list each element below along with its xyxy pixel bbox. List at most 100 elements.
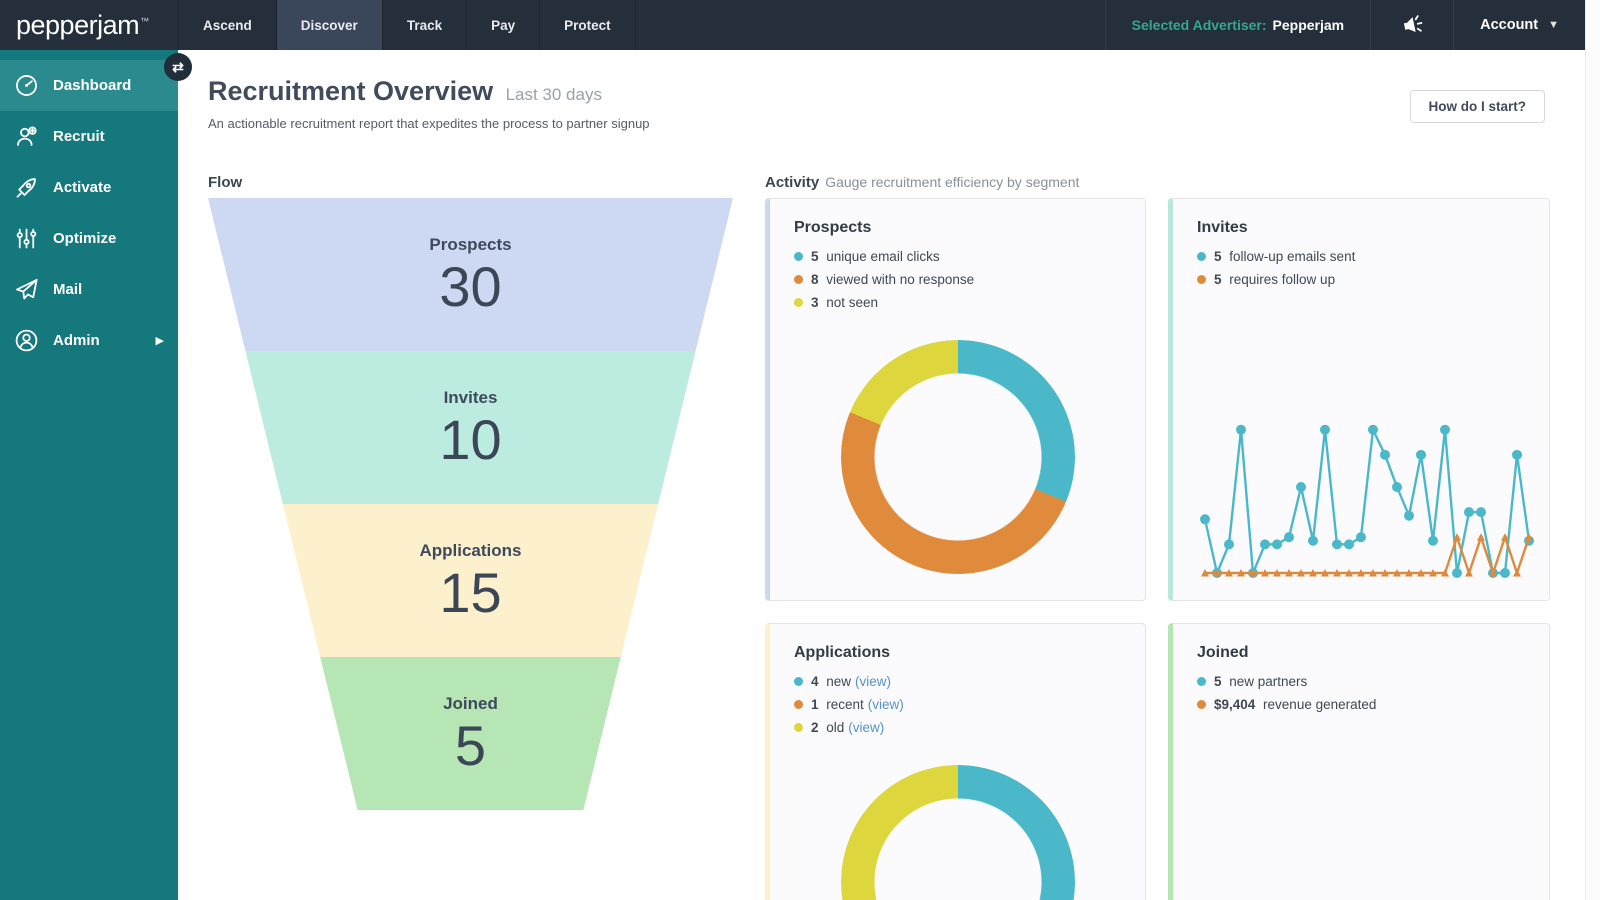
legend-dot — [794, 700, 803, 709]
nav-tab-pay[interactable]: Pay — [466, 0, 539, 50]
announcements-button[interactable] — [1370, 0, 1453, 50]
scrollbar-track[interactable] — [1585, 0, 1600, 900]
prospects-donut-chart — [840, 340, 1075, 574]
how-do-i-start-button[interactable]: How do I start? — [1409, 90, 1545, 123]
activity-card-prospects: Prospects 5 unique email clicks 8 viewed … — [765, 198, 1146, 601]
sidebar-item-activate[interactable]: Activate — [0, 162, 178, 213]
page-header: Recruitment Overview Last 30 days An act… — [208, 76, 650, 131]
funnel-segment-invites[interactable]: Invites 10 — [208, 351, 733, 504]
sidebar-nav: Dashboard Recruit Activate Optimize Mail Admi… — [0, 50, 178, 900]
legend-dot — [1197, 252, 1206, 261]
legend-text: 5 follow-up emails sent — [1214, 249, 1356, 264]
legend-dot — [794, 275, 803, 284]
funnel-segment-prospects[interactable]: Prospects 30 — [208, 198, 733, 351]
chevron-down-icon: ▼ — [1548, 19, 1559, 31]
legend-text: 5 unique email clicks — [811, 249, 940, 264]
gauge-icon — [13, 72, 53, 99]
sidebar-item-mail[interactable]: Mail — [0, 264, 178, 315]
legend-text: 5 new partners — [1214, 674, 1308, 689]
card-title: Joined — [1197, 644, 1249, 661]
primary-nav-tabs: Ascend Discover Track Pay Protect — [178, 0, 636, 50]
legend-dot — [1197, 700, 1206, 709]
sidebar-item-label: Admin — [53, 332, 100, 349]
activity-section-subtitle: Gauge recruitment efficiency by segment — [825, 174, 1080, 190]
sidebar-item-admin[interactable]: Admin ▶ — [0, 315, 178, 366]
nav-tab-discover[interactable]: Discover — [275, 0, 382, 50]
person-circle-icon — [13, 327, 53, 354]
activity-card-invites: Invites 5 follow-up emails sent 5 require… — [1168, 198, 1550, 601]
legend-text: $9,404 revenue generated — [1214, 697, 1377, 712]
brand-logo-text: pepperjam™ — [16, 9, 149, 40]
legend-text: 1 recent — [811, 697, 864, 712]
invites-line-chart — [1197, 405, 1534, 586]
legend-item: 5 unique email clicks — [794, 249, 1121, 264]
account-label: Account — [1480, 17, 1539, 33]
card-title: Prospects — [794, 219, 872, 236]
legend-item: 2 old (view) — [794, 720, 1121, 735]
legend-dot — [794, 298, 803, 307]
page-title: Recruitment Overview — [208, 76, 494, 106]
view-link[interactable]: (view) — [867, 697, 904, 712]
funnel-segment-value: 10 — [439, 407, 502, 471]
card-legend: 5 new partners $9,404 revenue generated — [1197, 674, 1525, 720]
top-navbar: pepperjam™ Ascend Discover Track Pay Protect… — [0, 0, 1600, 50]
main-content: Recruitment Overview Last 30 days An act… — [178, 50, 1600, 900]
legend-dot — [794, 252, 803, 261]
paper-plane-icon — [13, 276, 53, 303]
activity-section-label: Activity — [765, 174, 820, 191]
legend-item: 4 new (view) — [794, 674, 1121, 689]
page-period: Last 30 days — [505, 85, 602, 104]
legend-dot — [794, 723, 803, 732]
card-title: Applications — [794, 644, 891, 661]
selected-advertiser[interactable]: Selected Advertiser: Pepperjam — [1104, 0, 1370, 50]
sidebar-item-label: Optimize — [53, 230, 117, 247]
funnel-segment-label: Prospects — [429, 234, 512, 254]
legend-item: 5 new partners — [1197, 674, 1525, 689]
sidebar-item-label: Activate — [53, 179, 112, 196]
brand-logo[interactable]: pepperjam™ — [0, 0, 178, 50]
trademark-mark: ™ — [140, 15, 149, 26]
nav-tab-protect[interactable]: Protect — [539, 0, 636, 50]
funnel-segment-applications[interactable]: Applications 15 — [208, 504, 733, 657]
collapse-arrows-icon: ⇄ — [172, 58, 184, 75]
funnel-segment-value: 30 — [439, 254, 502, 318]
card-legend: 4 new (view) 1 recent (view) 2 old (view) — [794, 674, 1121, 743]
flow-funnel-chart: Prospects 30 Invites 10 Applications 15 … — [208, 198, 733, 810]
legend-text: 5 requires follow up — [1214, 272, 1336, 287]
funnel-segment-label: Joined — [443, 693, 498, 713]
activity-section-header: Activity Gauge recruitment efficiency by … — [765, 174, 1079, 191]
view-link[interactable]: (view) — [848, 720, 885, 735]
legend-text: 8 viewed with no response — [811, 272, 975, 287]
nav-tab-track[interactable]: Track — [381, 0, 466, 50]
sidebar-item-recruit[interactable]: Recruit — [0, 111, 178, 162]
activity-card-joined: Joined 5 new partners $9,404 revenue gene… — [1168, 623, 1550, 900]
sidebar-item-optimize[interactable]: Optimize — [0, 213, 178, 264]
card-legend: 5 unique email clicks 8 viewed with no re… — [794, 249, 1121, 318]
legend-item: 3 not seen — [794, 295, 1121, 310]
sidebar-item-dashboard[interactable]: Dashboard — [0, 60, 178, 111]
legend-dot — [794, 677, 803, 686]
legend-item: 8 viewed with no response — [794, 272, 1121, 287]
legend-text: 3 not seen — [811, 295, 879, 310]
view-link[interactable]: (view) — [855, 674, 892, 689]
account-menu[interactable]: Account ▼ — [1453, 0, 1585, 50]
megaphone-icon — [1397, 10, 1428, 41]
sliders-icon — [13, 225, 53, 252]
funnel-segment-joined[interactable]: Joined 5 — [208, 657, 733, 810]
legend-dot — [1197, 677, 1206, 686]
funnel-segment-value: 5 — [454, 713, 487, 777]
legend-text: 2 old — [811, 720, 845, 735]
rocket-icon — [13, 174, 53, 201]
legend-item: 5 follow-up emails sent — [1197, 249, 1525, 264]
card-title: Invites — [1197, 219, 1248, 236]
selected-advertiser-label: Selected Advertiser: — [1131, 17, 1267, 33]
navbar-right-cluster: Selected Advertiser: Pepperjam Account ▼ — [1104, 0, 1585, 50]
person-plus-icon — [13, 123, 53, 150]
legend-item: $9,404 revenue generated — [1197, 697, 1525, 712]
legend-dot — [1197, 275, 1206, 284]
sidebar-collapse-toggle[interactable]: ⇄ — [164, 53, 192, 81]
nav-tab-ascend[interactable]: Ascend — [178, 0, 276, 50]
page-subtitle: An actionable recruitment report that ex… — [208, 116, 650, 131]
card-legend: 5 follow-up emails sent 5 requires follow… — [1197, 249, 1525, 295]
chevron-right-icon: ▶ — [155, 335, 164, 347]
